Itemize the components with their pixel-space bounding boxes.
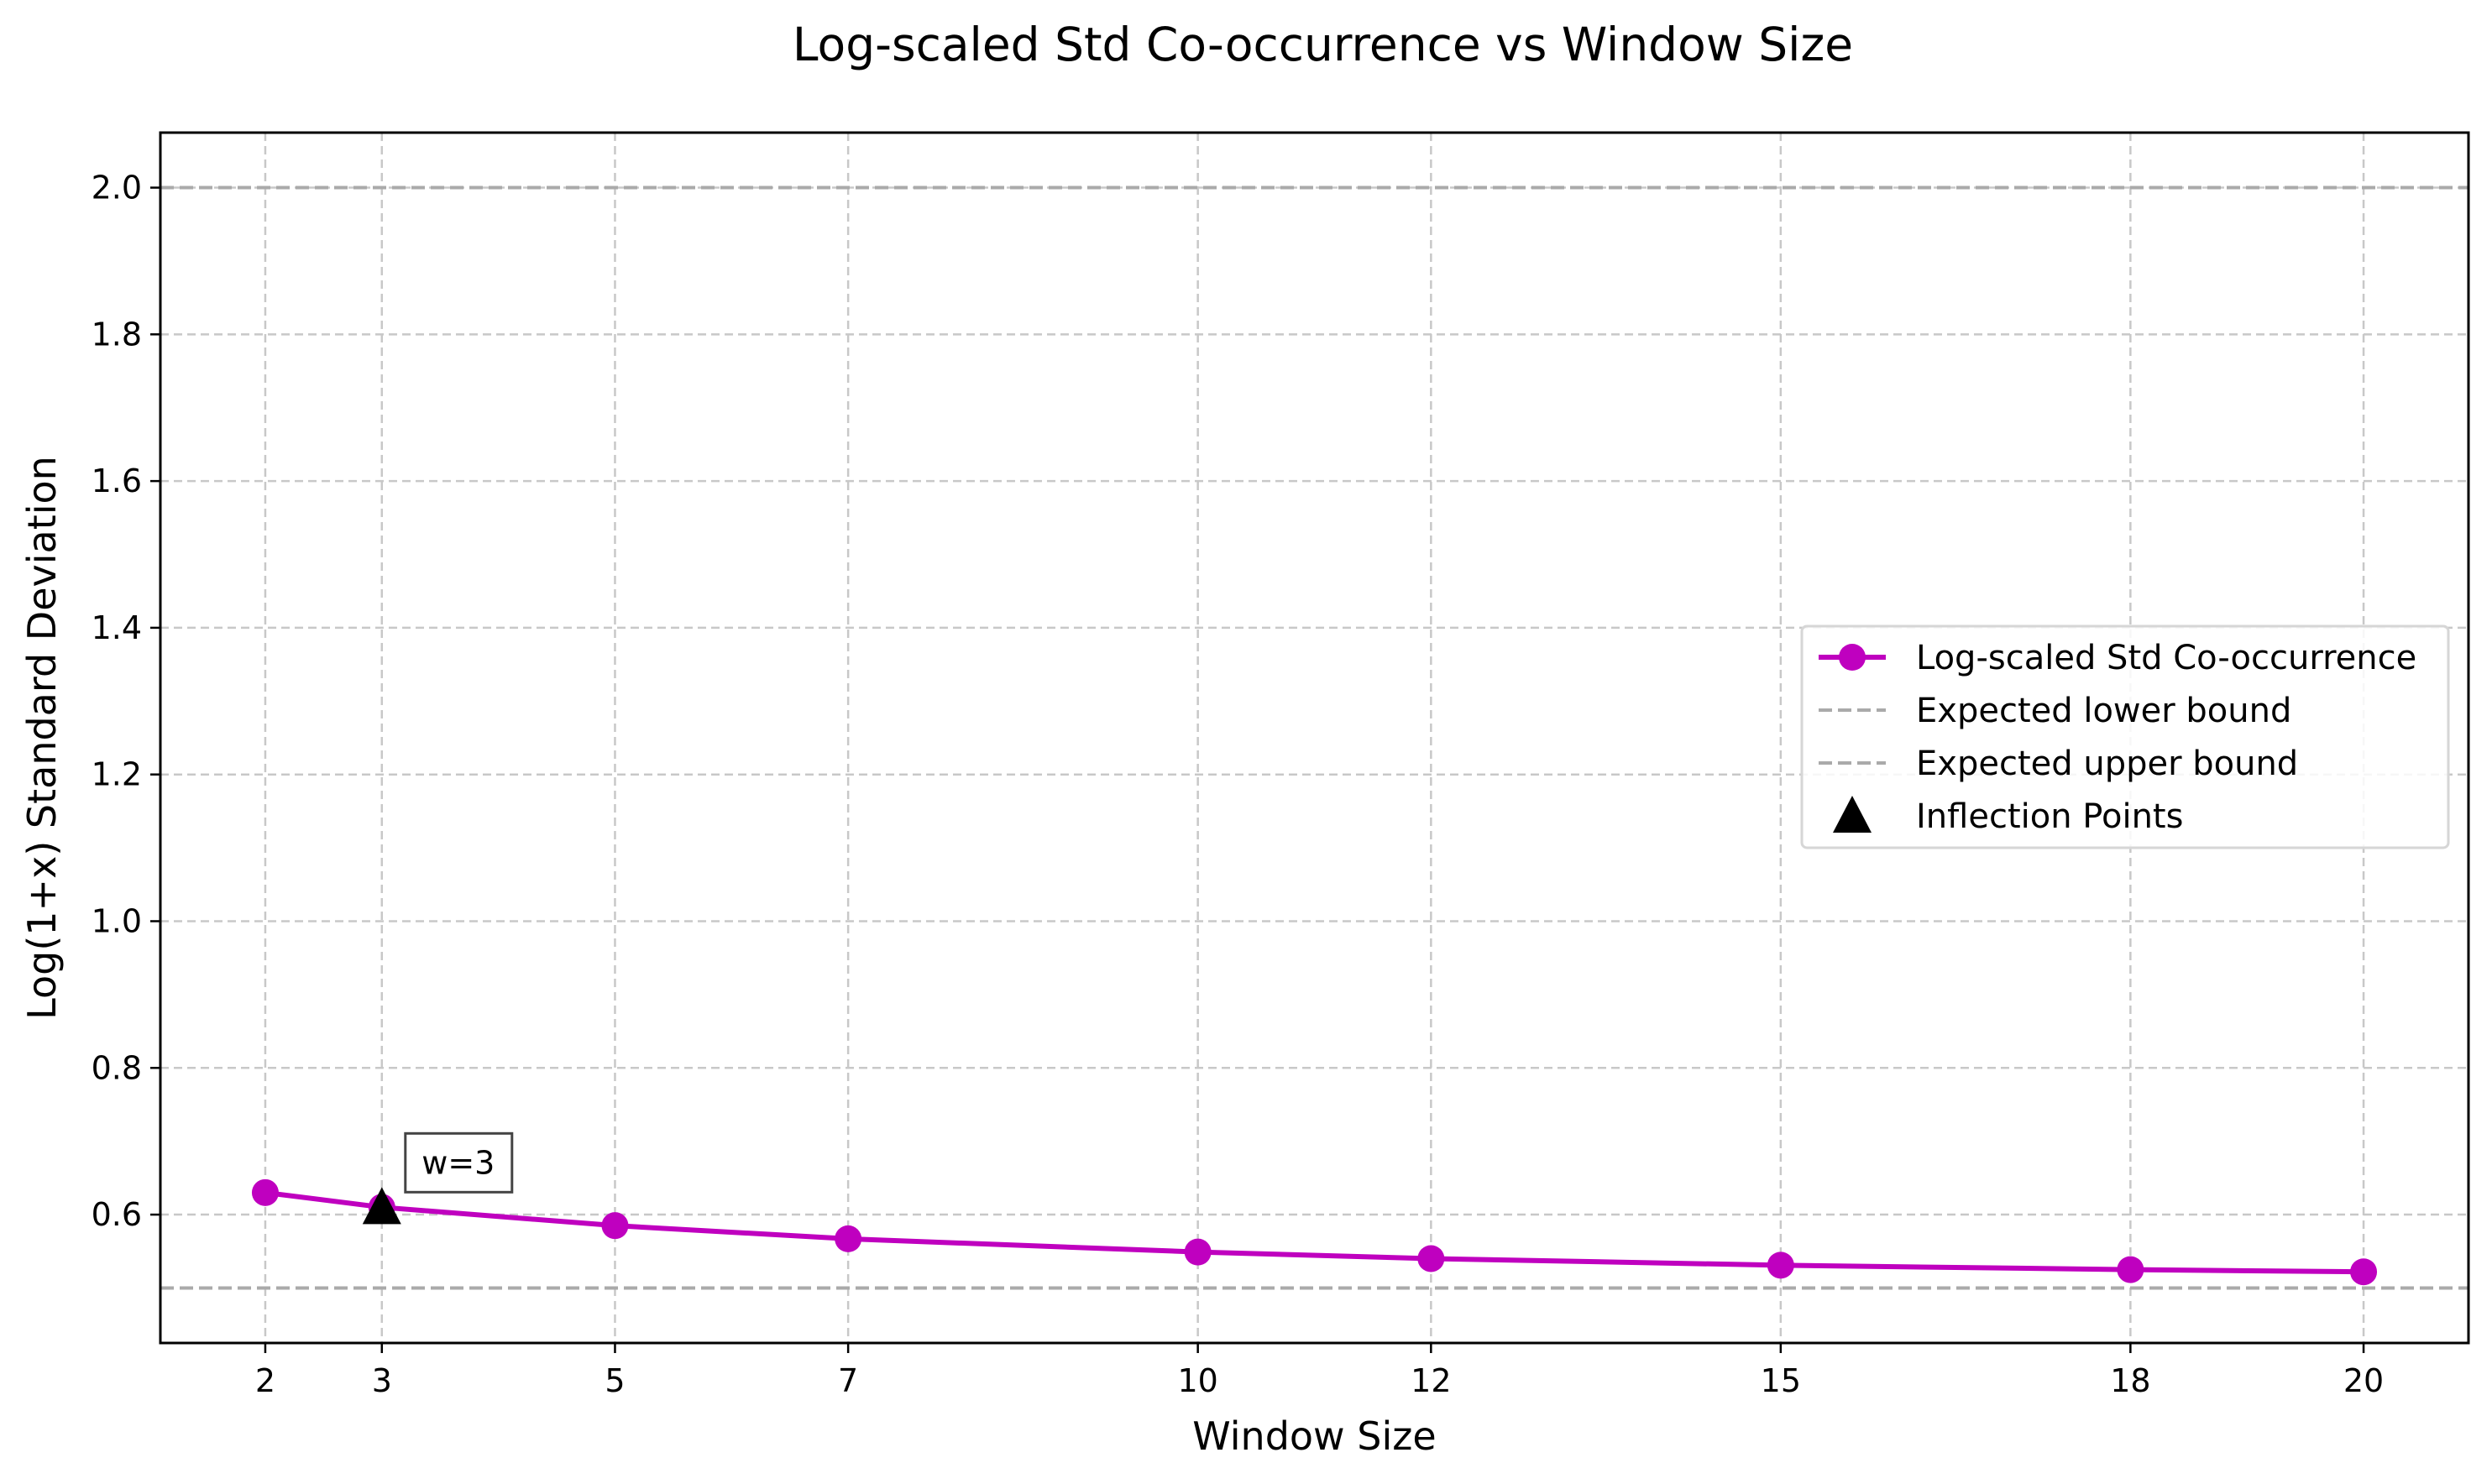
data-point xyxy=(601,1212,629,1240)
y-axis-ticks: 0.6 0.8 1.0 1.2 1.4 1.6 1.8 2.0 xyxy=(92,170,160,1233)
annotations: w=3 xyxy=(404,1131,514,1194)
annotation-label: w=3 xyxy=(421,1144,495,1181)
data-point xyxy=(1184,1238,1212,1266)
y-axis-label: Log(1+x) Standard Deviation xyxy=(19,456,65,1020)
x-tick-label: 18 xyxy=(2110,1362,2150,1399)
x-axis-label: Window Size xyxy=(1192,1413,1436,1459)
chart-title: Log-scaled Std Co-occurrence vs Window S… xyxy=(793,18,1853,71)
legend-swatch-triangle xyxy=(1833,796,1872,833)
x-tick-label: 2 xyxy=(255,1362,275,1399)
legend-label: Expected upper bound xyxy=(1916,745,2298,783)
data-point xyxy=(251,1178,279,1206)
legend: Log-scaled Std Co-occurrence Expected low… xyxy=(1800,624,2450,849)
x-tick-label: 10 xyxy=(1177,1362,1217,1399)
y-tick-label: 2.0 xyxy=(92,170,142,206)
inflection-markers xyxy=(362,1187,401,1225)
y-tick-label: 1.8 xyxy=(92,316,142,353)
y-tick-label: 1.0 xyxy=(92,902,142,939)
y-tick-label: 0.6 xyxy=(92,1196,142,1233)
x-tick-label: 5 xyxy=(605,1362,625,1399)
plot-frame xyxy=(159,131,2470,1345)
x-tick-label: 20 xyxy=(2343,1362,2384,1399)
y-tick-label: 0.8 xyxy=(92,1049,142,1086)
x-tick-label: 3 xyxy=(372,1362,392,1399)
legend-label: Log-scaled Std Co-occurrence xyxy=(1916,639,2416,677)
legend-label: Expected lower bound xyxy=(1916,692,2291,730)
x-tick-label: 15 xyxy=(1761,1362,1801,1399)
data-point xyxy=(835,1225,862,1252)
x-tick-label: 12 xyxy=(1411,1362,1451,1399)
y-tick-label: 1.2 xyxy=(92,756,142,793)
legend-label: Inflection Points xyxy=(1916,797,2183,836)
data-point xyxy=(1417,1245,1445,1272)
legend-box xyxy=(1800,624,2450,849)
inflection-marker xyxy=(362,1187,401,1225)
series-line xyxy=(264,1189,2364,1275)
legend-swatch-marker xyxy=(1839,644,1866,671)
series-layer xyxy=(251,1178,2378,1286)
data-point xyxy=(1767,1251,1794,1279)
y-tick-label: 1.6 xyxy=(92,462,142,499)
data-point xyxy=(2350,1258,2378,1286)
x-tick-label: 7 xyxy=(838,1362,858,1399)
data-point xyxy=(2117,1256,2144,1283)
y-tick-label: 1.4 xyxy=(92,609,142,646)
x-axis-ticks: 2 3 5 7 10 12 15 18 20 xyxy=(255,1343,2384,1399)
reference-lines xyxy=(160,186,2468,1290)
annotation-box xyxy=(404,1131,514,1194)
